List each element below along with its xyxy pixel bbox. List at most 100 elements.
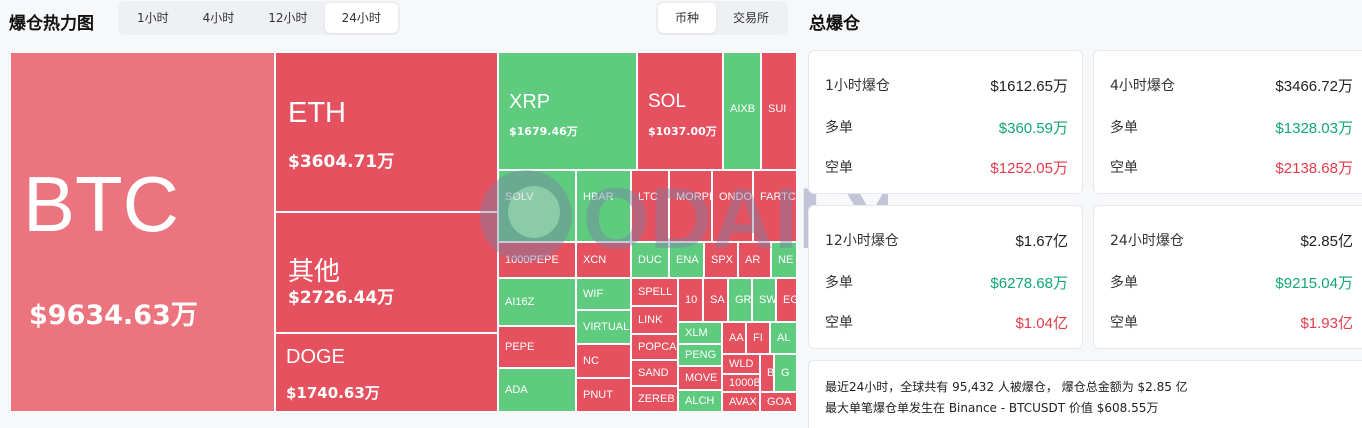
tile-symbol: SOL: [648, 91, 687, 112]
tile-pnut[interactable]: PNUT: [576, 378, 631, 412]
tile-xcn[interactable]: XCN: [576, 242, 631, 278]
tile-symbol: PENG: [685, 349, 717, 361]
tile-symbol: ONDO: [719, 191, 752, 203]
tile-symbol: DOGE: [286, 346, 345, 368]
tile-symbol: SA: [710, 294, 725, 306]
tile-fi[interactable]: FI: [746, 322, 770, 354]
tile-ena[interactable]: ENA: [669, 242, 704, 278]
tile-symbol: SOLV: [505, 191, 534, 203]
tile-zereb[interactable]: ZEREB: [631, 386, 678, 412]
tile-wld[interactable]: WLD: [722, 354, 760, 374]
tile-ltc[interactable]: LTC: [631, 170, 669, 242]
tile-peng[interactable]: PENG: [678, 344, 722, 366]
card-12h: 12小时爆仓 $1.67亿 多单 $6278.68万 空单 $1.04亿: [808, 205, 1083, 349]
tile-ar[interactable]: AR: [738, 242, 771, 278]
tile-aixb[interactable]: AIXB: [723, 52, 761, 170]
tab-by-exchange[interactable]: 交易所: [733, 11, 770, 25]
tile-sui[interactable]: SUI: [761, 52, 797, 170]
long-label: 多单: [1110, 275, 1138, 291]
tile-popca[interactable]: POPCA: [631, 334, 678, 360]
short-label: 空单: [825, 315, 853, 331]
tile-g[interactable]: G: [774, 354, 797, 392]
short-value: $1252.05万: [990, 160, 1068, 177]
tile-virtual[interactable]: VIRTUAL: [576, 310, 631, 344]
tile-1000b[interactable]: 1000B: [722, 374, 760, 392]
tile-sw[interactable]: SW: [752, 278, 776, 322]
long-label: 多单: [1110, 120, 1138, 136]
tile-alch[interactable]: ALCH: [678, 390, 722, 412]
tile-10[interactable]: 10: [678, 278, 703, 322]
tile-symbol: ADA: [505, 384, 528, 396]
tile-wif[interactable]: WIF: [576, 278, 631, 310]
short-label: 空单: [825, 160, 853, 176]
tile-1000pepe[interactable]: 1000PEPE: [498, 242, 576, 278]
long-value: $360.59万: [998, 120, 1068, 137]
tile-aa[interactable]: AA: [722, 322, 746, 354]
tile-nc[interactable]: NC: [576, 344, 631, 378]
tile-pepe[interactable]: PEPE: [498, 326, 576, 368]
tile-hbar[interactable]: HBAR: [576, 170, 631, 242]
tile-ai16z[interactable]: AI16Z: [498, 278, 576, 326]
tile-symbol: AR: [745, 254, 761, 266]
period-label: 1小时爆仓: [825, 78, 890, 94]
tile-gr[interactable]: GR: [728, 278, 752, 322]
tile-eth[interactable]: ETH $3604.71万: [275, 52, 498, 212]
tile-value: $9634.63万: [29, 300, 198, 331]
tile-symbol: VIRTUAL: [583, 321, 630, 333]
tile-value: $1037.00万: [648, 125, 717, 138]
tile-symbol: HBAR: [583, 191, 614, 203]
tile-其他[interactable]: 其他 $2726.44万: [275, 212, 498, 333]
short-label: 空单: [1110, 160, 1138, 176]
tile-xlm[interactable]: XLM: [678, 322, 722, 344]
tile-spell[interactable]: SPELL: [631, 278, 678, 306]
tile-sol[interactable]: SOL $1037.00万: [637, 52, 723, 170]
tile-goa[interactable]: GOA: [760, 392, 797, 412]
tile-ne[interactable]: NE: [771, 242, 797, 278]
tile-ada[interactable]: ADA: [498, 368, 576, 412]
tile-eg[interactable]: EG: [776, 278, 797, 322]
tile-symbol: AIXB: [730, 103, 756, 115]
tile-al[interactable]: AL: [770, 322, 797, 354]
tab-by-coin[interactable]: 币种: [658, 3, 717, 33]
card-4h: 4小时爆仓 $3466.72万 多单 $1328.03万 空单 $2138.68万: [1093, 50, 1362, 194]
tile-symbol: XCN: [583, 254, 607, 266]
tile-ondo[interactable]: ONDO: [712, 170, 753, 242]
tile-symbol: GR: [735, 294, 752, 306]
tab-12h[interactable]: 12小时: [268, 11, 308, 25]
tile-symbol: ENA: [676, 254, 699, 266]
total-value: $1612.65万: [990, 78, 1068, 95]
tile-b[interactable]: B: [760, 354, 774, 392]
tile-sand[interactable]: SAND: [631, 360, 678, 386]
total-value: $3466.72万: [1275, 78, 1353, 95]
tile-symbol: SPX: [711, 254, 734, 266]
tab-24h[interactable]: 24小时: [324, 3, 398, 33]
tile-doge[interactable]: DOGE $1740.63万: [275, 333, 498, 412]
tile-symbol: LINK: [638, 314, 663, 326]
card-1h: 1小时爆仓 $1612.65万 多单 $360.59万 空单 $1252.05万: [808, 50, 1083, 194]
tab-4h[interactable]: 4小时: [202, 11, 235, 25]
tile-symbol: AVAX: [729, 396, 757, 408]
tile-btc[interactable]: BTC $9634.63万: [10, 52, 275, 412]
tile-symbol: MORPHO: [676, 191, 711, 203]
tile-value: $1679.46万: [509, 125, 578, 138]
tile-spx[interactable]: SPX: [704, 242, 738, 278]
card-24h: 24小时爆仓 $2.85亿 多单 $9215.04万 空单 $1.93亿: [1093, 205, 1362, 349]
tile-sa[interactable]: SA: [703, 278, 728, 322]
group-by-tabs: 币种 交易所: [656, 1, 789, 35]
tile-link[interactable]: LINK: [631, 306, 678, 334]
period-label: 4小时爆仓: [1110, 78, 1175, 94]
tile-duc[interactable]: DUC: [631, 242, 669, 278]
tab-1h[interactable]: 1小时: [137, 11, 169, 25]
tile-solv[interactable]: SOLV: [498, 170, 576, 242]
tile-symbol: FARTCOIN: [760, 191, 796, 203]
tile-symbol: 其他: [288, 256, 341, 286]
tile-move[interactable]: MOVE: [678, 366, 722, 390]
tile-xrp[interactable]: XRP $1679.46万: [498, 52, 637, 170]
tile-symbol: XRP: [509, 91, 551, 113]
tile-fartcoin[interactable]: FARTCOIN: [753, 170, 797, 242]
totals-title: 总爆仓: [809, 14, 860, 34]
tile-morpho[interactable]: MORPHO: [669, 170, 712, 242]
tile-symbol: POPCA: [638, 341, 677, 353]
tile-avax[interactable]: AVAX: [722, 392, 760, 412]
total-value: $2.85亿: [1300, 233, 1353, 250]
